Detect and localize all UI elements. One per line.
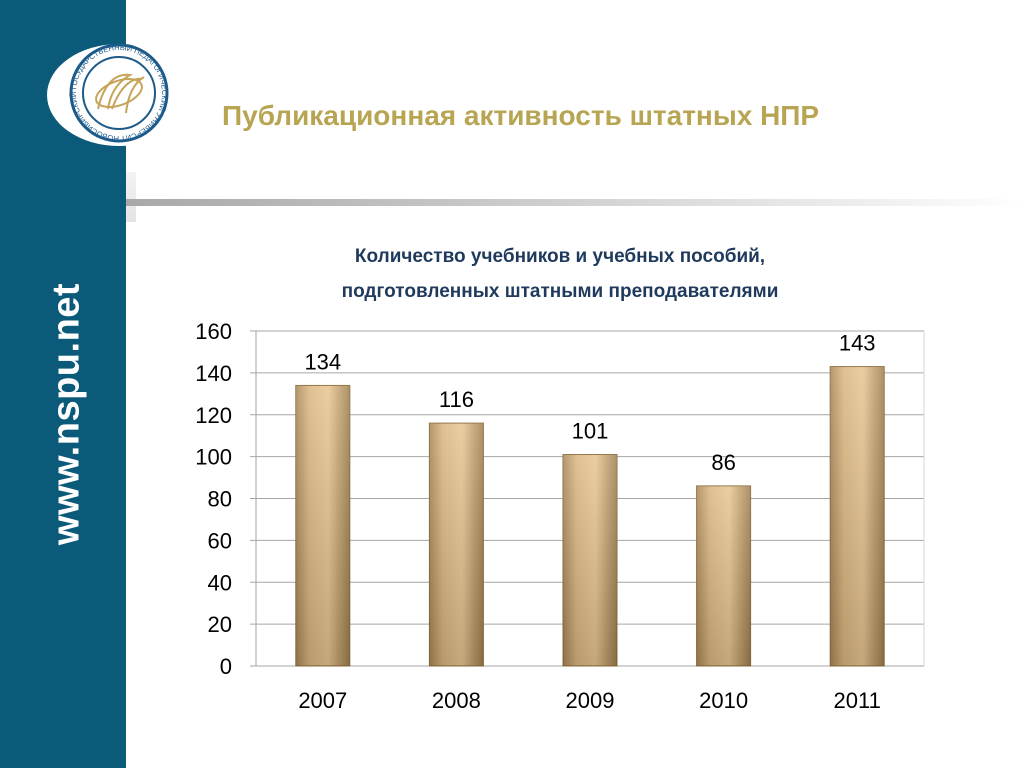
data-label: 86 (711, 450, 735, 475)
bar-shade (563, 454, 617, 666)
header-rule-accent (126, 172, 136, 222)
x-tick-label: 2009 (566, 688, 615, 713)
y-tick-label: 160 (195, 319, 232, 344)
header-rule (126, 199, 1024, 206)
data-label: 101 (572, 419, 609, 444)
data-label: 134 (304, 349, 341, 374)
page-title: Публикационная активность штатных НПР (222, 100, 820, 131)
y-tick-label: 0 (220, 654, 232, 679)
chart-title-line-2: подготовленных штатными преподавателями (341, 281, 779, 302)
chart-title-line-1: Количество учебников и учебных пособий, (354, 246, 766, 267)
bar-shade (696, 485, 751, 666)
data-label: 143 (839, 331, 876, 356)
bar-shade (295, 385, 350, 666)
y-tick-label: 80 (208, 487, 232, 512)
x-tick-label: 2010 (699, 688, 748, 713)
y-tick-label: 60 (208, 528, 232, 553)
x-tick-label: 2008 (432, 688, 481, 713)
x-tick-label: 2011 (834, 688, 881, 713)
bar-shade (429, 423, 484, 666)
data-label: 116 (439, 387, 474, 412)
y-tick-label: 100 (195, 445, 232, 470)
bar-shade (830, 366, 885, 666)
x-tick-label: 2007 (298, 688, 347, 713)
y-tick-label: 20 (208, 612, 232, 637)
university-logo: НОВОСИБИРСКИЙ ГОСУДАРСТВЕННЫЙ ПЕДАГОГИЧЕ… (46, 43, 191, 146)
y-tick-label: 140 (195, 361, 232, 386)
y-tick-label: 120 (195, 403, 232, 428)
y-tick-label: 40 (208, 570, 232, 595)
